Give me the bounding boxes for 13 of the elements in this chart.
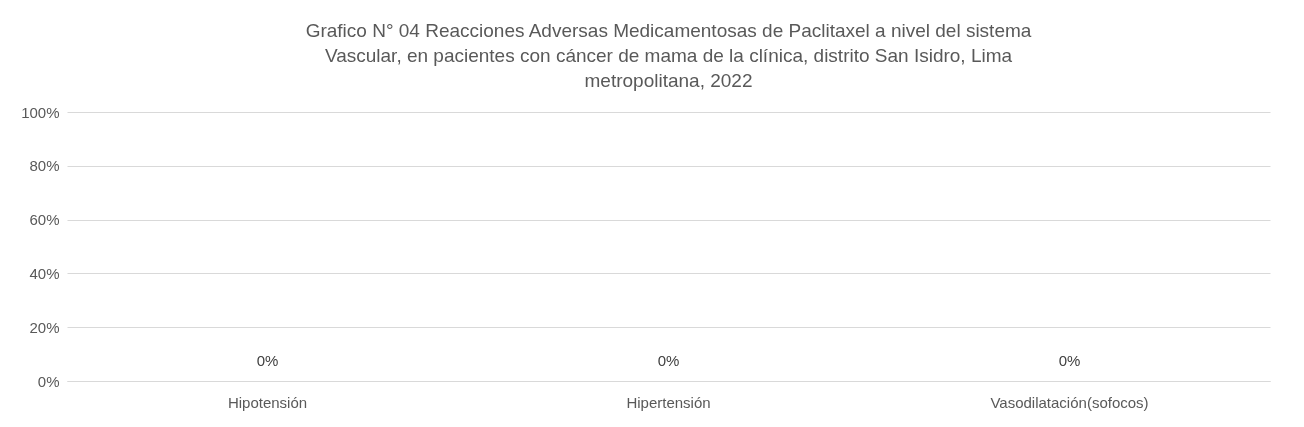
y-tick-label: 60%	[29, 211, 60, 229]
y-tick-label: 20%	[29, 318, 60, 336]
y-tick-label: 0%	[37, 372, 60, 390]
x-tick-label: Hipertensión	[626, 393, 711, 411]
y-tick-label: 40%	[29, 264, 60, 282]
data-label: 0%	[657, 352, 680, 369]
x-tick-label: Vasodilatación(sofocos)	[990, 393, 1149, 411]
chart-title: Grafico N° 04 Reacciones Adversas Medicamentosas de Paclitaxel a nivel del sistema Vascular, en pacientes con cáncer de mama de la clínica, distrito San Isidro, Lima metropolitana, 2022	[305, 20, 1032, 91]
y-tick-label: 80%	[29, 157, 60, 175]
x-tick-label: Hipotensión	[227, 393, 308, 411]
y-tick-label: 100%	[21, 103, 60, 121]
data-label: 0%	[256, 352, 279, 369]
data-label: 0%	[1058, 352, 1081, 369]
